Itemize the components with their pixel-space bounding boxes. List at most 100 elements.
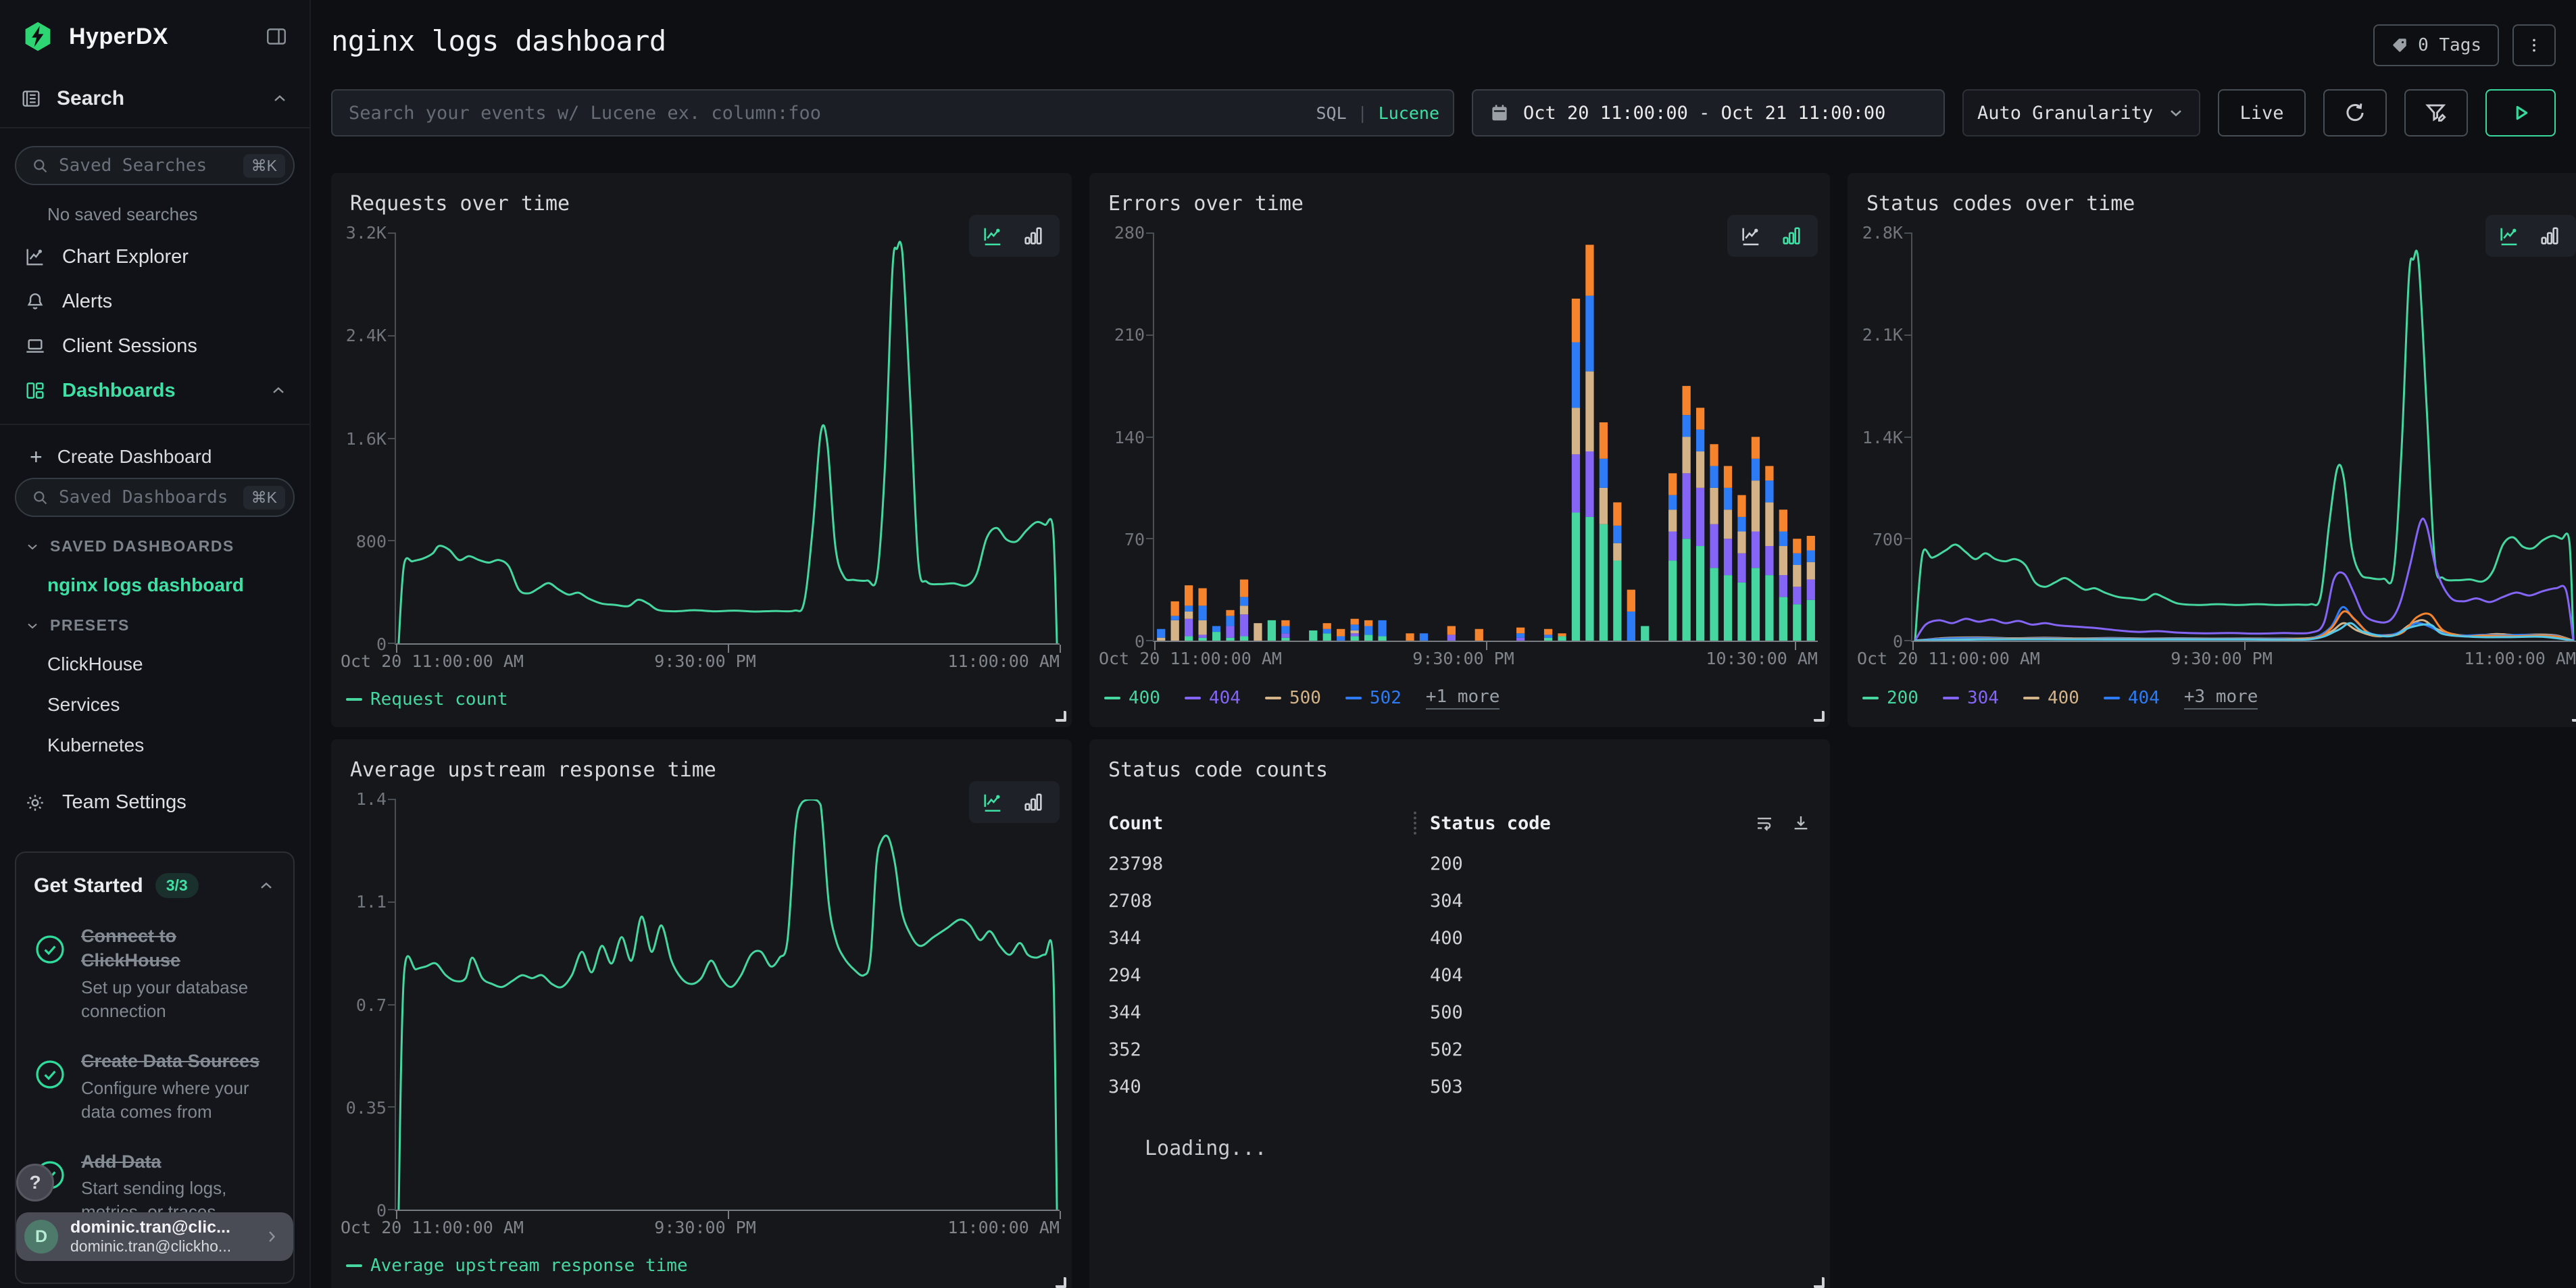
- column-header-count[interactable]: Count: [1108, 812, 1164, 834]
- x-tick: [1794, 642, 1796, 650]
- x-tick-label: 11:00:00 AM: [947, 1218, 1060, 1237]
- brand-name: HyperDX: [69, 23, 169, 49]
- chart-type-toggle[interactable]: [969, 215, 1060, 257]
- table-row[interactable]: 340 503: [1108, 1068, 1811, 1106]
- plot-area[interactable]: [388, 232, 1061, 653]
- resize-handle[interactable]: [1056, 711, 1066, 722]
- search-icon: [34, 159, 47, 172]
- y-tick-label: 1.4K: [1862, 427, 1903, 447]
- filter-button[interactable]: [2404, 89, 2468, 137]
- event-search-input[interactable]: [331, 89, 1454, 137]
- x-tick-label: Oct 20 11:00:00 AM: [1857, 649, 2040, 668]
- saved-searches-input[interactable]: Saved Searches ⌘K: [15, 146, 295, 185]
- y-tick-label: 700: [1872, 529, 1903, 549]
- hyperdx-logo-icon: [25, 22, 51, 51]
- section-presets[interactable]: PRESETS: [24, 616, 295, 635]
- resize-handle[interactable]: [1056, 1277, 1066, 1288]
- plot-area[interactable]: [1904, 232, 2576, 650]
- table-row[interactable]: 294 404: [1108, 957, 1811, 994]
- sidebar-item-services[interactable]: Services: [47, 694, 120, 715]
- column-resize-handle[interactable]: [1414, 812, 1416, 835]
- sql-toggle[interactable]: SQL: [1316, 103, 1347, 123]
- table-row[interactable]: 23798 200: [1108, 845, 1811, 883]
- user-menu[interactable]: D dominic.tran@clic... dominic.tran@clic…: [16, 1212, 293, 1261]
- chart-type-toggle[interactable]: [1727, 215, 1818, 257]
- tags-button[interactable]: 0 Tags: [2373, 24, 2499, 66]
- sidebar-item-search[interactable]: Search: [0, 70, 309, 128]
- sidebar-item-client-sessions[interactable]: Client Sessions: [15, 324, 295, 368]
- resize-handle[interactable]: [1814, 711, 1825, 722]
- search-icon: [34, 491, 47, 504]
- refresh-button[interactable]: [2323, 89, 2387, 137]
- table-row[interactable]: 352 502: [1108, 1031, 1811, 1068]
- sidebar-item-clickhouse[interactable]: ClickHouse: [47, 653, 143, 674]
- kbd-shortcut: ⌘K: [243, 485, 285, 510]
- sidebar: HyperDX Search Saved Searches ⌘K No save…: [0, 0, 311, 1288]
- section-saved-dashboards[interactable]: SAVED DASHBOARDS: [24, 537, 295, 555]
- unwrap-text-icon[interactable]: [1754, 813, 1775, 833]
- sidebar-item-alerts[interactable]: Alerts: [15, 279, 295, 324]
- table-body: 23798 200 2708 304 344 400 294 404 344 500 352 502 3…: [1108, 845, 1811, 1106]
- table-row[interactable]: 344 500: [1108, 994, 1811, 1031]
- live-button[interactable]: Live: [2218, 89, 2306, 137]
- legend-label: Average upstream response time: [370, 1256, 688, 1276]
- line-chart-icon[interactable]: [1739, 224, 1765, 247]
- legend-swatch: [2103, 697, 2120, 699]
- granularity-select[interactable]: Auto Granularity: [1962, 89, 2200, 137]
- resize-handle[interactable]: [2572, 711, 2576, 722]
- bar-chart-icon[interactable]: [1780, 224, 1806, 247]
- sidebar-item-dashboards[interactable]: Dashboards: [15, 368, 295, 413]
- column-header-status-code[interactable]: Status code: [1430, 812, 1551, 834]
- sidebar-item-chart-explorer[interactable]: Chart Explorer: [15, 234, 295, 279]
- resize-handle[interactable]: [1814, 1277, 1825, 1288]
- get-started-header[interactable]: Get Started 3/3: [34, 873, 276, 898]
- step-title: Connect to ClickHouse: [81, 926, 181, 971]
- chevron-down-icon: [28, 623, 37, 628]
- sidebar-item-nginx-logs-dashboard[interactable]: nginx logs dashboard: [47, 574, 244, 595]
- get-started-step[interactable]: Create Data Sources Configure where your…: [34, 1049, 276, 1124]
- sidebar-item-team-settings[interactable]: Team Settings: [24, 791, 295, 814]
- panel-menu-button[interactable]: [2512, 24, 2556, 66]
- line-chart-icon[interactable]: [981, 224, 1007, 247]
- download-icon[interactable]: [1791, 813, 1811, 833]
- legend-more-link[interactable]: +1 more: [1425, 687, 1500, 710]
- sidebar-item-kubernetes[interactable]: Kubernetes: [47, 735, 145, 756]
- x-tick: [1486, 642, 1487, 650]
- help-button[interactable]: ?: [16, 1164, 54, 1202]
- x-tick: [1060, 1211, 1061, 1219]
- panel-title: Requests over time: [350, 192, 570, 216]
- y-tick: [388, 643, 396, 644]
- create-dashboard-button[interactable]: + Create Dashboard: [15, 436, 295, 478]
- run-query-button[interactable]: [2485, 89, 2556, 137]
- plot-area[interactable]: [1146, 232, 1818, 650]
- bar-chart-icon[interactable]: [1022, 791, 1047, 814]
- vertical-dots-icon: [2533, 39, 2535, 52]
- y-tick: [388, 540, 396, 542]
- chart-type-toggle[interactable]: [969, 781, 1060, 823]
- legend-swatch: [1184, 697, 1201, 699]
- y-tick: [388, 437, 396, 439]
- plot-area[interactable]: [388, 799, 1061, 1219]
- x-tick: [1912, 642, 1914, 650]
- chevron-up-icon: [261, 882, 272, 889]
- y-tick-label: 1.4: [355, 789, 387, 809]
- sidebar-item-label: Chart Explorer: [62, 245, 189, 268]
- table-row[interactable]: 2708 304: [1108, 883, 1811, 920]
- get-started-step[interactable]: Connect to ClickHouse Set up your databa…: [34, 924, 276, 1023]
- y-tick: [1904, 640, 1912, 641]
- legend-item: 404: [1184, 688, 1241, 708]
- date-range-picker[interactable]: Oct 20 11:00:00 - Oct 21 11:00:00: [1472, 89, 1945, 137]
- chart-type-toggle[interactable]: [2485, 215, 2576, 257]
- lucene-toggle[interactable]: Lucene: [1378, 103, 1439, 123]
- toolbar: SQL | Lucene Oct 20 11:00:00 - Oct 21 11…: [331, 89, 2556, 137]
- refresh-icon: [2346, 103, 2364, 122]
- legend-swatch: [1862, 697, 1879, 699]
- bar-chart-icon[interactable]: [1022, 224, 1047, 247]
- legend-more-link[interactable]: +3 more: [2183, 687, 2258, 710]
- bar-chart-icon[interactable]: [2538, 224, 2564, 247]
- saved-dashboards-input[interactable]: Saved Dashboards ⌘K: [15, 478, 295, 517]
- line-chart-icon[interactable]: [2498, 224, 2523, 247]
- sidebar-collapse-icon[interactable]: [264, 25, 289, 48]
- table-row[interactable]: 344 400: [1108, 920, 1811, 957]
- line-chart-icon[interactable]: [981, 791, 1007, 814]
